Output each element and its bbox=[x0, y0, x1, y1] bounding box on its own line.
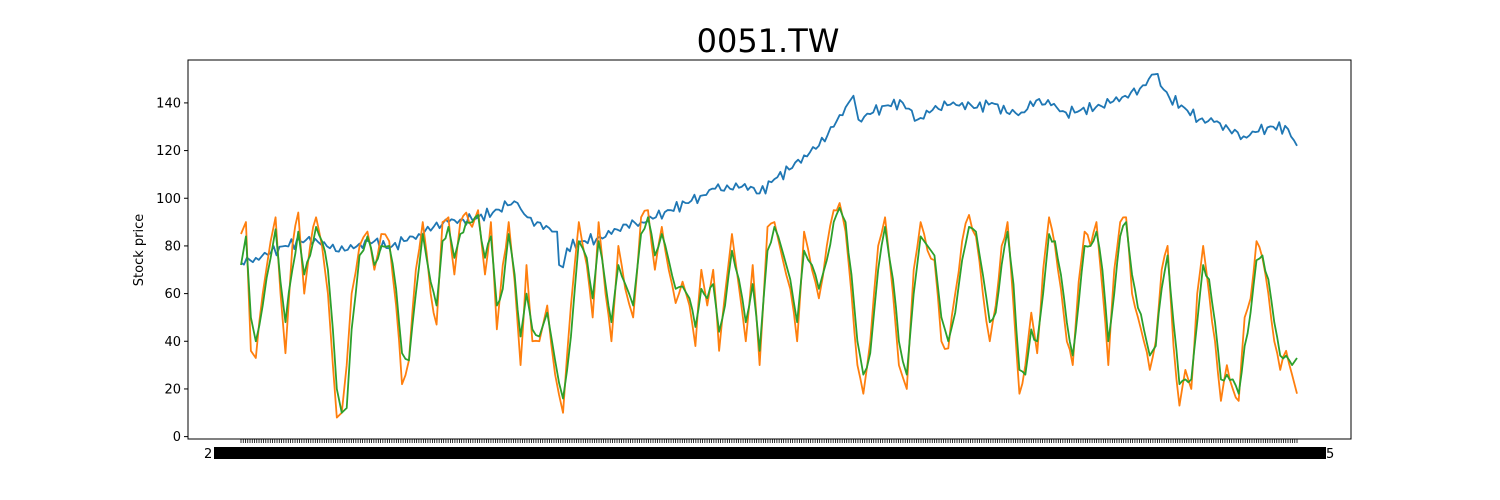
series-line-2 bbox=[240, 202, 1298, 419]
y-tick-label: 80 bbox=[164, 239, 181, 254]
y-tick-label: 0 bbox=[173, 430, 181, 445]
series-line-1 bbox=[240, 73, 1298, 269]
y-axis-ticks: 0 20 40 60 80 100 120 140 bbox=[156, 96, 188, 445]
series-group bbox=[240, 73, 1298, 419]
x-tick-label-last: 5 bbox=[1326, 447, 1334, 462]
y-tick-label: 60 bbox=[164, 287, 181, 302]
x-axis-ticks bbox=[214, 439, 1326, 459]
y-tick-label: 100 bbox=[156, 192, 181, 207]
y-axis-label: Stock price bbox=[132, 214, 147, 286]
x-tick-labels-overlap bbox=[214, 447, 1326, 459]
y-tick-label: 40 bbox=[164, 335, 181, 350]
y-tick-label: 120 bbox=[156, 144, 181, 159]
chart-title: 0051.TW bbox=[697, 22, 840, 60]
plot-area-frame bbox=[187, 59, 1352, 440]
series-line-3 bbox=[240, 206, 1298, 414]
y-tick-label: 20 bbox=[164, 382, 181, 397]
y-tick-label: 140 bbox=[156, 96, 181, 111]
x-tick-label-first: 2 bbox=[204, 447, 212, 462]
